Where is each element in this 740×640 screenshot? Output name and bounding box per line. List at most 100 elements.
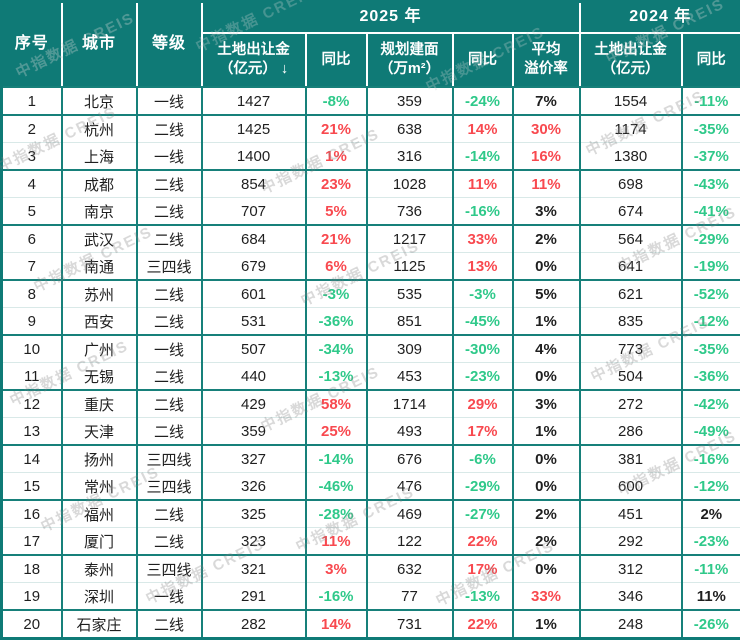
cell-land-2024: 1554 (580, 87, 682, 115)
cell-no: 16 (2, 500, 62, 528)
cell-land-2025: 507 (202, 335, 306, 363)
cell-area-2025: 1028 (367, 170, 453, 198)
cell-yoy-land-2024: -41% (682, 198, 740, 226)
col-header-avg-premium: 平均 溢价率 (513, 33, 580, 87)
cell-yoy-land-2025: 1% (306, 143, 367, 171)
cell-land-2024: 451 (580, 500, 682, 528)
cell-land-2024: 835 (580, 308, 682, 336)
cell-avg-premium: 2% (513, 528, 580, 556)
cell-yoy-land-2025: -13% (306, 363, 367, 391)
cell-tier: 二线 (137, 500, 202, 528)
cell-yoy-land-2024: 2% (682, 500, 740, 528)
cell-yoy-land-2025: -34% (306, 335, 367, 363)
col-header-land-2025-sorted[interactable]: 土地出让金 （亿元） ↓ (202, 33, 306, 87)
cell-land-2025: 531 (202, 308, 306, 336)
cell-yoy-land-2024: -29% (682, 225, 740, 253)
cell-no: 9 (2, 308, 62, 336)
col-group-2025: 2025 年 (202, 2, 580, 34)
cell-no: 14 (2, 445, 62, 473)
cell-land-2024: 621 (580, 280, 682, 308)
cell-avg-premium: 3% (513, 198, 580, 226)
cell-tier: 一线 (137, 87, 202, 115)
cell-yoy-area-2025: 13% (453, 253, 513, 281)
cell-land-2025: 679 (202, 253, 306, 281)
cell-tier: 三四线 (137, 253, 202, 281)
cell-area-2025: 359 (367, 87, 453, 115)
cell-avg-premium: 3% (513, 390, 580, 418)
cell-land-2025: 321 (202, 555, 306, 583)
col-header-yoy-area-2025: 同比 (453, 33, 513, 87)
cell-yoy-land-2025: 58% (306, 390, 367, 418)
cell-yoy-land-2025: 5% (306, 198, 367, 226)
cell-land-2024: 272 (580, 390, 682, 418)
cell-land-2024: 641 (580, 253, 682, 281)
cell-land-2025: 1427 (202, 87, 306, 115)
cell-tier: 三四线 (137, 445, 202, 473)
cell-area-2025: 309 (367, 335, 453, 363)
col-header-index: 序号 (2, 2, 62, 88)
cell-land-2024: 674 (580, 198, 682, 226)
cell-tier: 二线 (137, 390, 202, 418)
cell-no: 8 (2, 280, 62, 308)
cell-land-2024: 381 (580, 445, 682, 473)
cell-land-2025: 429 (202, 390, 306, 418)
cell-city: 石家庄 (62, 610, 137, 639)
cell-no: 17 (2, 528, 62, 556)
cell-yoy-area-2025: -14% (453, 143, 513, 171)
cell-city: 成都 (62, 170, 137, 198)
cell-avg-premium: 2% (513, 500, 580, 528)
cell-avg-premium: 4% (513, 335, 580, 363)
cell-land-2025: 327 (202, 445, 306, 473)
cell-yoy-land-2024: -12% (682, 308, 740, 336)
cell-yoy-land-2025: 21% (306, 225, 367, 253)
cell-tier: 二线 (137, 225, 202, 253)
cell-yoy-land-2024: 11% (682, 583, 740, 611)
cell-yoy-area-2025: -13% (453, 583, 513, 611)
cell-city: 天津 (62, 418, 137, 446)
cell-area-2025: 453 (367, 363, 453, 391)
cell-land-2024: 698 (580, 170, 682, 198)
cell-yoy-land-2024: -19% (682, 253, 740, 281)
cell-city: 北京 (62, 87, 137, 115)
cell-avg-premium: 11% (513, 170, 580, 198)
cell-tier: 二线 (137, 528, 202, 556)
cell-city: 南京 (62, 198, 137, 226)
col-header-city: 城市 (62, 2, 137, 88)
cell-yoy-area-2025: -45% (453, 308, 513, 336)
cell-yoy-area-2025: -27% (453, 500, 513, 528)
cell-city: 南通 (62, 253, 137, 281)
cell-yoy-land-2024: -35% (682, 335, 740, 363)
cell-city: 常州 (62, 473, 137, 501)
cell-land-2025: 601 (202, 280, 306, 308)
cell-area-2025: 731 (367, 610, 453, 639)
cell-land-2024: 346 (580, 583, 682, 611)
cell-land-2024: 248 (580, 610, 682, 639)
cell-tier: 一线 (137, 583, 202, 611)
col-header-yoy-land-2024: 同比 (682, 33, 740, 87)
cell-no: 13 (2, 418, 62, 446)
cell-yoy-land-2024: -43% (682, 170, 740, 198)
cell-no: 19 (2, 583, 62, 611)
cell-land-2025: 323 (202, 528, 306, 556)
col-group-2024: 2024 年 (580, 2, 740, 34)
cell-no: 7 (2, 253, 62, 281)
cell-land-2025: 854 (202, 170, 306, 198)
cell-no: 6 (2, 225, 62, 253)
cell-land-2025: 440 (202, 363, 306, 391)
cell-city: 无锡 (62, 363, 137, 391)
col-header-land-2024: 土地出让金 （亿元） (580, 33, 682, 87)
cell-area-2025: 535 (367, 280, 453, 308)
cell-tier: 二线 (137, 308, 202, 336)
